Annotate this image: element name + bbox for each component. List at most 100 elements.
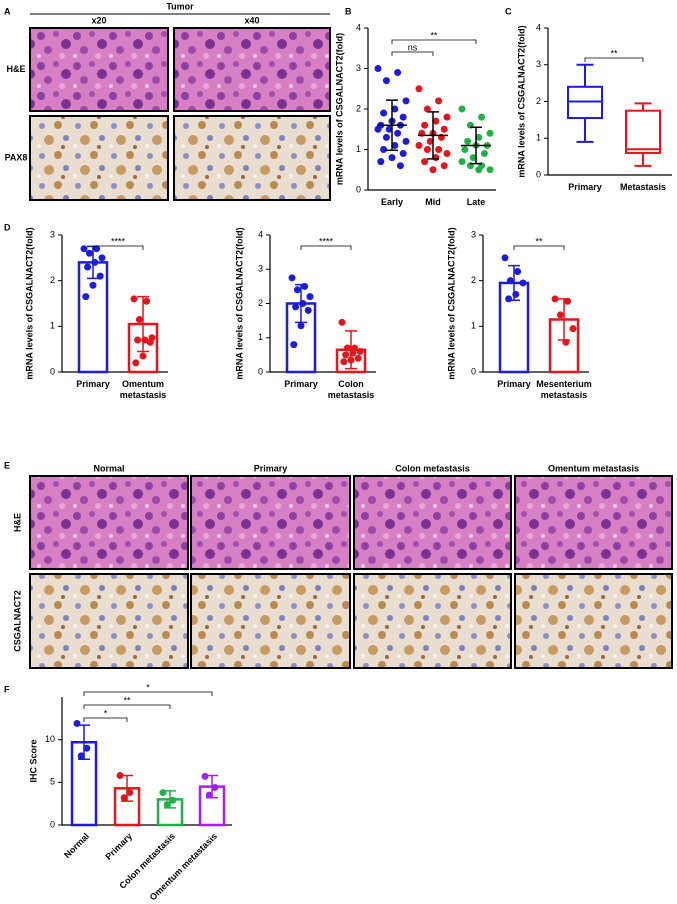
data-point: [423, 105, 431, 113]
x-tick-label: Mid: [425, 197, 441, 207]
column-label: Primary: [254, 463, 288, 473]
data-point: [349, 349, 357, 357]
y-tick-label: 0: [50, 819, 55, 829]
data-point: [519, 279, 527, 287]
x-tick-label: Omentum metastasis: [119, 379, 167, 400]
data-point: [377, 158, 385, 166]
data-point: [382, 133, 390, 141]
y-tick-label: 3: [471, 229, 476, 239]
data-point: [388, 154, 396, 162]
data-point: [512, 290, 520, 298]
data-point: [569, 325, 577, 333]
significance-label: **: [535, 236, 543, 246]
y-tick-label: 0: [258, 366, 263, 376]
data-point: [380, 109, 388, 117]
whisker: [576, 63, 594, 143]
data-point: [73, 719, 81, 727]
data-point: [443, 150, 451, 158]
data-point: [288, 274, 296, 282]
tissue-image: [353, 573, 512, 669]
y-tick-label: 3: [356, 63, 361, 73]
y-axis-label: mRNA levels of CSGALNACT2(fold): [516, 25, 526, 177]
data-point: [415, 141, 423, 149]
data-point: [426, 137, 434, 145]
column-label: Colon metastasis: [395, 463, 470, 473]
data-point: [126, 789, 134, 797]
y-axis-label: mRNA levels of CSGALNACT2(fold): [446, 227, 456, 379]
y-tick-label: 2: [356, 103, 361, 113]
data-point: [98, 254, 106, 262]
y-tick-label: 4: [258, 229, 263, 239]
data-point: [429, 166, 437, 174]
bar: [77, 261, 109, 374]
x-tick-label: Colon metastasis: [327, 379, 375, 400]
y-tick-label: 2: [258, 298, 263, 308]
significance-bracket: [300, 245, 352, 250]
y-tick-label: 1: [50, 321, 55, 331]
significance-bracket: [83, 691, 213, 696]
y-tick-label: 1: [536, 133, 541, 143]
data-point: [342, 351, 350, 359]
data-point: [134, 336, 142, 344]
row-label: PAX8: [5, 152, 28, 162]
data-point: [440, 162, 448, 170]
data-point: [551, 295, 559, 303]
data-point: [421, 158, 429, 166]
data-point: [435, 146, 443, 153]
significance-label: **: [123, 695, 131, 705]
data-point: [486, 129, 494, 137]
x-tick-label: Late: [466, 197, 486, 207]
y-tick-label: 1: [258, 332, 263, 342]
data-point: [380, 146, 388, 153]
significance-bracket: [513, 245, 565, 250]
y-tick-label: 1: [356, 144, 361, 154]
data-point: [85, 249, 93, 257]
data-point: [394, 69, 402, 77]
data-point: [80, 245, 88, 253]
panel-letter: F: [4, 684, 10, 694]
data-point: [432, 117, 440, 125]
data-point: [83, 744, 91, 752]
significance-bracket: [92, 245, 144, 250]
data-point: [480, 150, 488, 158]
data-point: [297, 322, 305, 330]
whisker: [634, 102, 652, 167]
data-point: [402, 137, 410, 145]
data-point: [506, 277, 514, 285]
y-tick-label: 3: [258, 264, 263, 274]
row-label: CSGALNACT2: [12, 590, 22, 652]
y-tick-label: 2: [471, 275, 476, 285]
tissue-image: [190, 573, 351, 669]
x-tick-label: Metastasis: [619, 182, 667, 192]
data-point: [84, 263, 92, 271]
significance-label: *: [104, 708, 108, 718]
tissue-image: [173, 27, 331, 112]
data-point: [347, 356, 355, 364]
data-point: [290, 341, 298, 349]
data-point: [391, 141, 399, 149]
data-point: [354, 354, 362, 362]
y-tick-label: 2: [536, 96, 541, 106]
data-point: [340, 358, 348, 366]
data-point: [396, 162, 404, 170]
significance-label: **: [610, 48, 618, 58]
x-tick-label: Normal: [62, 831, 91, 860]
data-point: [89, 281, 97, 289]
tissue-image: [29, 27, 169, 112]
data-point: [458, 158, 466, 166]
y-axis-label: mRNA levels of CSGALNACT2(fold): [24, 227, 34, 379]
data-point: [385, 125, 393, 133]
column-label: Omentum metastasis: [548, 463, 639, 473]
error-bar: [386, 99, 398, 152]
data-point: [120, 794, 128, 802]
y-tick-label: 2: [50, 275, 55, 285]
data-point: [169, 796, 177, 804]
data-point: [159, 789, 167, 797]
data-point: [440, 125, 448, 133]
significance-bracket: [83, 704, 171, 709]
data-point: [423, 146, 431, 153]
x-tick-label: Primary: [568, 182, 602, 192]
data-point: [415, 85, 423, 93]
